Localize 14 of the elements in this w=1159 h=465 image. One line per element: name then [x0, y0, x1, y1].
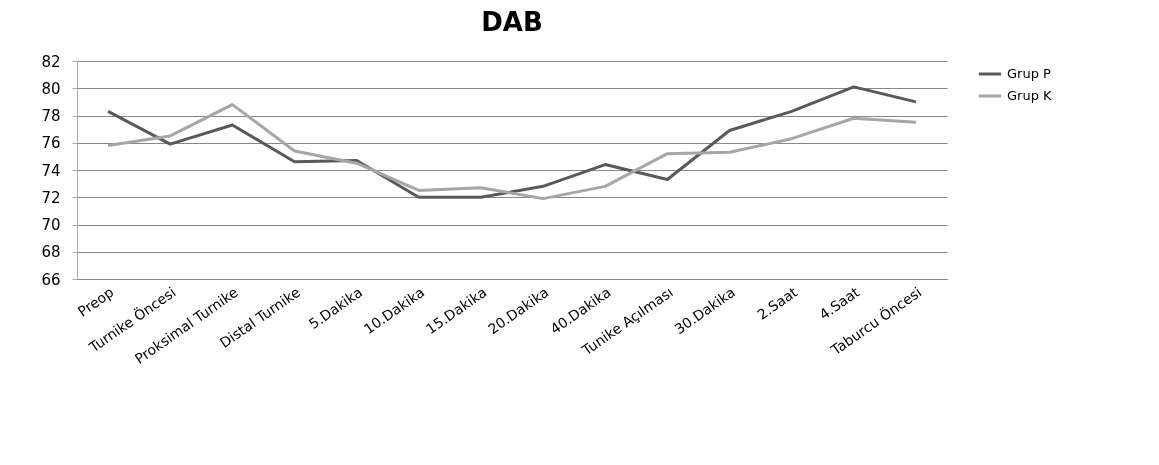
line-series: [106, 103, 918, 201]
chart-title: DAB: [481, 7, 543, 37]
y-tick-label: 78: [41, 107, 61, 125]
y-tick-label: 76: [41, 134, 61, 153]
y-tick-label: 68: [41, 243, 61, 262]
legend-label: Grup K: [1007, 88, 1053, 103]
legend-label: Grup P: [1007, 66, 1052, 81]
y-tick-label: 66: [41, 270, 61, 289]
y-tick-label: 80: [41, 79, 61, 98]
y-tick-label: 70: [41, 216, 61, 234]
y-tick-label: 82: [41, 52, 61, 71]
y-tick-label: 74: [41, 161, 61, 180]
line-series: [106, 85, 918, 199]
y-tick-label: 72: [41, 188, 61, 207]
